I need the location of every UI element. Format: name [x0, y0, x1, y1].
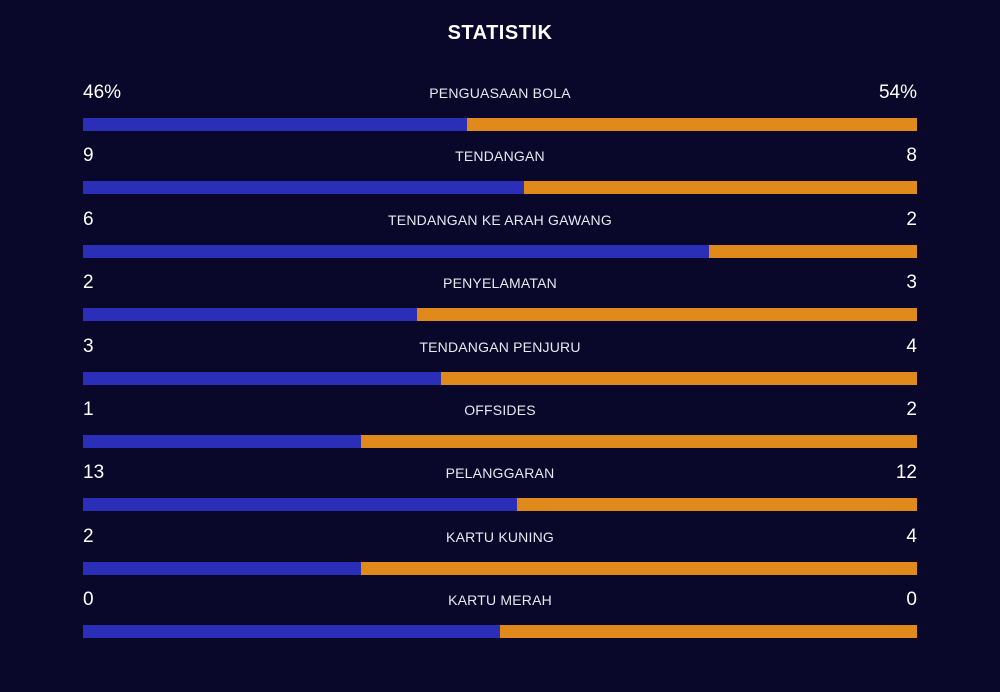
- home-value: 46%: [83, 82, 122, 103]
- comparison-bar: [83, 561, 917, 575]
- stat-header: 2 PENYELAMATAN 3: [83, 270, 917, 296]
- away-value: 0: [906, 589, 917, 611]
- home-bar-segment: [83, 308, 417, 322]
- stat-header: 3 TENDANGAN PENJURU 4: [83, 334, 917, 360]
- stat-header: 46% PENGUASAAN BOLA 54%: [83, 80, 917, 106]
- stat-row-possession: 46% PENGUASAAN BOLA 54%: [83, 80, 917, 143]
- away-bar-segment: [708, 244, 917, 258]
- stat-row-offsides: 1 OFFSIDES 2: [83, 397, 917, 460]
- away-bar-segment: [360, 561, 917, 575]
- away-bar-segment: [416, 308, 917, 322]
- home-bar-segment: [83, 244, 709, 258]
- stat-label: KARTU MERAH: [448, 592, 552, 609]
- stat-header: 0 KARTU MERAH 0: [83, 587, 917, 613]
- away-value: 4: [906, 525, 917, 547]
- stat-label: TENDANGAN PENJURU: [419, 338, 581, 355]
- away-value: 4: [906, 335, 917, 357]
- home-bar-segment: [83, 181, 525, 195]
- away-value: 12: [895, 462, 917, 484]
- away-bar-segment: [500, 625, 917, 639]
- home-value: 13: [83, 462, 105, 484]
- home-value: 2: [83, 272, 94, 294]
- home-value: 0: [83, 589, 94, 611]
- stats-title: STATISTIK: [447, 22, 553, 44]
- stat-row-saves: 2 PENYELAMATAN 3: [83, 270, 917, 333]
- stat-header: 9 TENDANGAN 8: [83, 143, 917, 169]
- stat-label: TENDANGAN KE ARAH GAWANG: [388, 211, 612, 228]
- stat-row-shots: 9 TENDANGAN 8: [83, 143, 917, 206]
- stat-header: 2 KARTU KUNING 4: [83, 524, 917, 550]
- comparison-bar: [83, 625, 917, 639]
- home-bar-segment: [83, 625, 500, 639]
- away-value: 2: [906, 208, 917, 230]
- stat-header: 6 TENDANGAN KE ARAH GAWANG 2: [83, 207, 917, 233]
- stat-header: 13 PELANGGARAN 12: [83, 460, 917, 486]
- stat-label: PENGUASAAN BOLA: [429, 85, 571, 101]
- home-value: 3: [83, 335, 94, 357]
- away-bar-segment: [524, 181, 917, 195]
- stat-row-yellow-cards: 2 KARTU KUNING 4: [83, 524, 917, 587]
- comparison-bar: [83, 434, 917, 448]
- home-bar-segment: [83, 118, 467, 131]
- home-value: 1: [83, 398, 94, 420]
- home-value: 9: [83, 145, 94, 167]
- away-bar-segment: [360, 434, 917, 448]
- stat-label: KARTU KUNING: [446, 528, 554, 545]
- stat-row-red-cards: 0 KARTU MERAH 0: [83, 587, 917, 650]
- comparison-bar: [83, 371, 917, 385]
- stat-row-shots-on-target: 6 TENDANGAN KE ARAH GAWANG 2: [83, 207, 917, 270]
- stat-label: PELANGGARAN: [445, 465, 555, 482]
- away-value: 8: [906, 145, 917, 167]
- home-bar-segment: [83, 371, 441, 385]
- stat-label: OFFSIDES: [464, 401, 536, 418]
- home-value: 6: [83, 208, 94, 230]
- stat-label: TENDANGAN: [455, 148, 545, 165]
- away-bar-segment: [516, 498, 917, 512]
- away-value: 54%: [878, 82, 917, 103]
- comparison-bar: [83, 308, 917, 322]
- home-bar-segment: [83, 561, 361, 575]
- comparison-bar: [83, 181, 917, 195]
- stats-list: 46% PENGUASAAN BOLA 54% 9 TENDANGAN 8 6 …: [83, 80, 917, 651]
- home-value: 2: [83, 525, 94, 547]
- stat-label: PENYELAMATAN: [443, 275, 557, 292]
- home-bar-segment: [83, 498, 517, 512]
- comparison-bar: [83, 118, 917, 131]
- stat-row-fouls: 13 PELANGGARAN 12: [83, 460, 917, 523]
- away-bar-segment: [440, 371, 917, 385]
- stat-header: 1 OFFSIDES 2: [83, 397, 917, 423]
- stat-row-corners: 3 TENDANGAN PENJURU 4: [83, 334, 917, 397]
- comparison-bar: [83, 498, 917, 512]
- away-value: 2: [906, 398, 917, 420]
- comparison-bar: [83, 244, 917, 258]
- home-bar-segment: [83, 434, 361, 448]
- away-bar-segment: [466, 118, 917, 131]
- away-value: 3: [906, 272, 917, 294]
